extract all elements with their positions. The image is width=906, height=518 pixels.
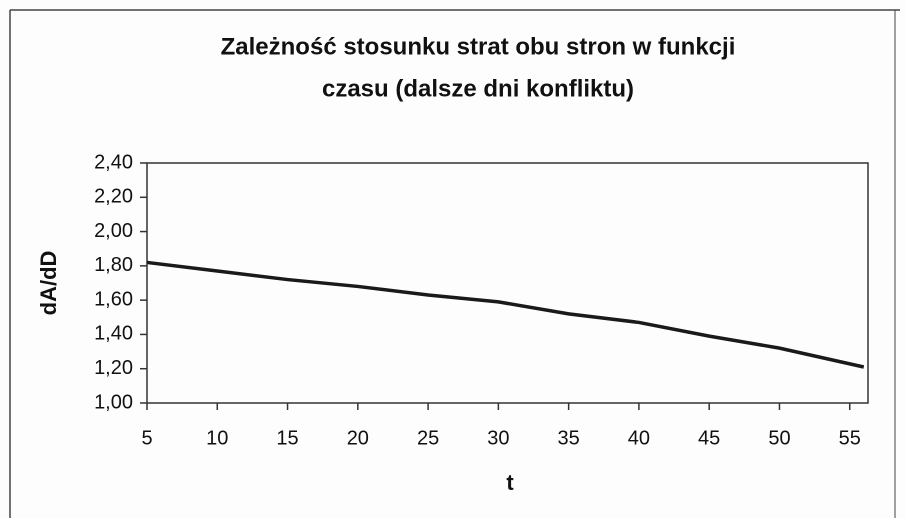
x-tick-label: 50 [768,427,790,449]
x-tick-label: 35 [558,427,580,449]
x-tick-label: 10 [206,427,228,449]
y-tick-label: 1,20 [94,357,133,379]
y-tick-label: 1,40 [94,323,133,345]
y-tick-label: 1,80 [94,254,133,276]
x-tick-label: 40 [628,427,650,449]
chart-title: czasu (dalsze dni konfliktu) [322,75,634,102]
x-tick-label: 30 [487,427,509,449]
x-tick-label: 20 [347,427,369,449]
x-tick-label: 5 [141,427,152,449]
x-tick-label: 45 [698,427,720,449]
y-axis-title: dA/dD [36,251,61,316]
x-tick-label: 55 [839,427,861,449]
x-tick-label: 15 [276,427,298,449]
x-tick-label: 25 [417,427,439,449]
data-line [146,260,865,369]
y-tick-label: 1,00 [94,391,133,413]
y-tick-label: 2,40 [94,151,133,173]
chart-title: Zależność stosunku strat obu stron w fun… [221,33,736,60]
y-tick-label: 2,00 [94,220,133,242]
plot-area [146,162,869,404]
y-tick-label: 2,20 [94,186,133,208]
x-axis-title: t [506,470,514,495]
y-tick-label: 1,60 [94,288,133,310]
